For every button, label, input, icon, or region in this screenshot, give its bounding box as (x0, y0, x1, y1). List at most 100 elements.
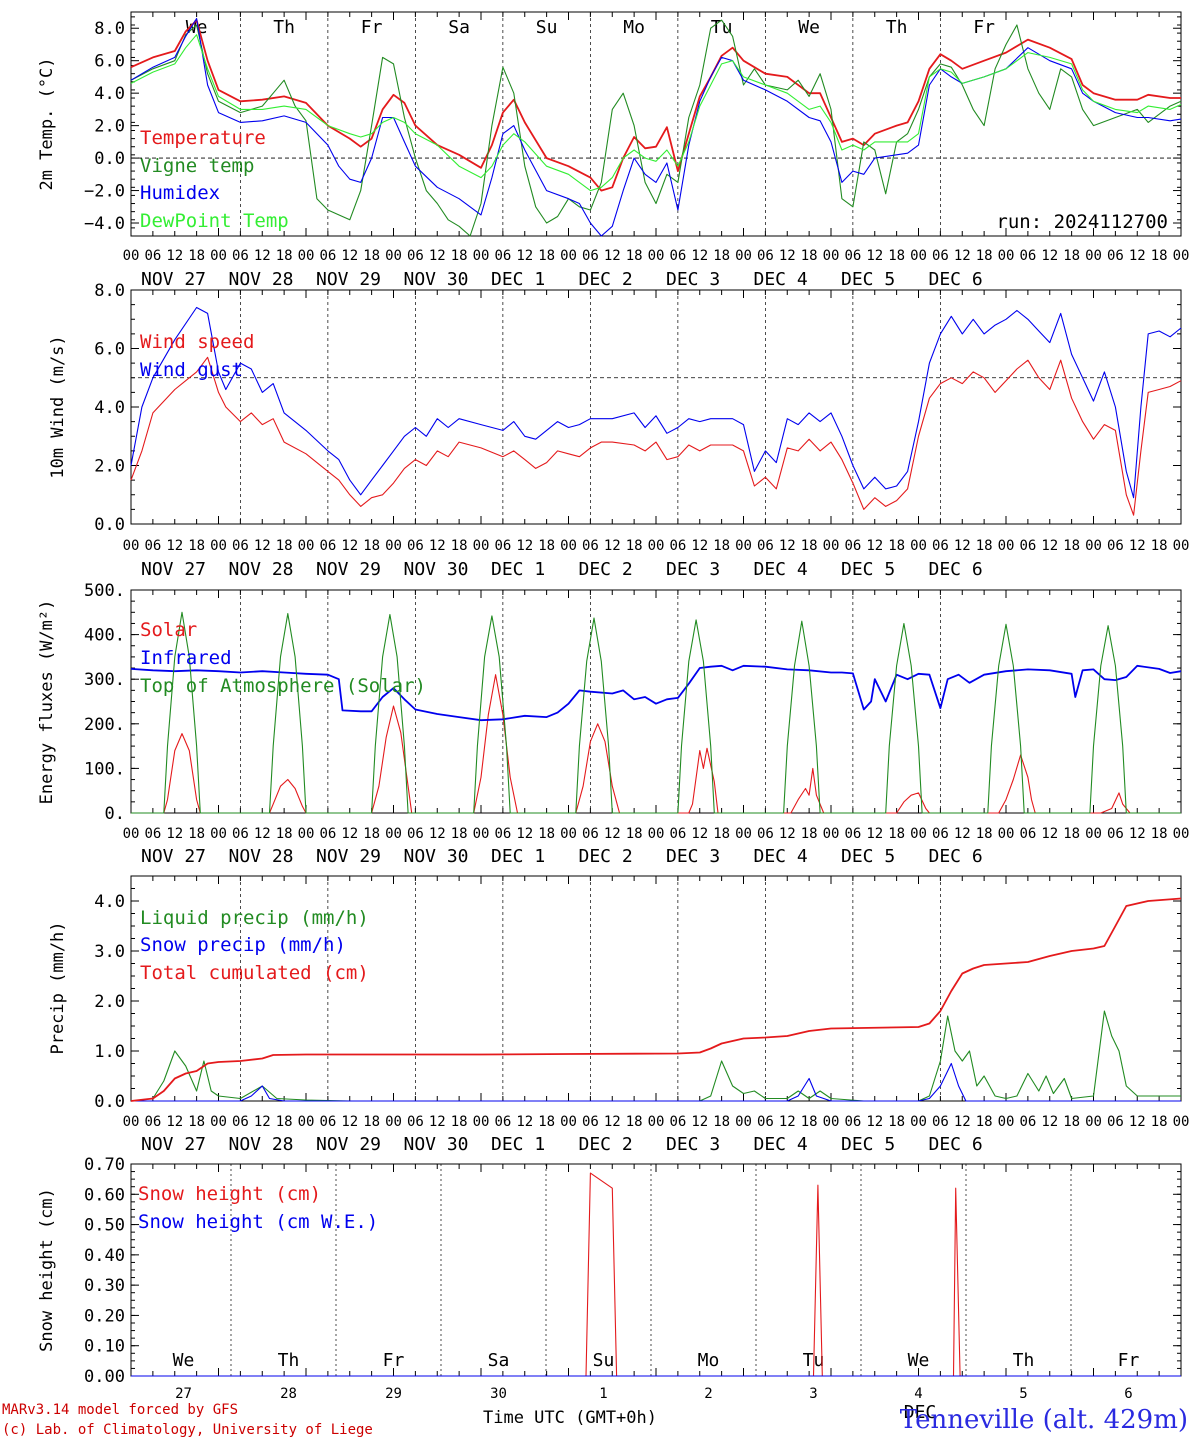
date-label: NOV 30 (404, 559, 469, 580)
x-tick-label: 06 (932, 826, 949, 842)
precip-date-labels: NOV 27 NOV 28 NOV 29 NOV 30 DEC 1 DEC 2 DEC 3 D… (141, 1134, 983, 1155)
x-tick-label: 00 (735, 538, 752, 554)
y-tick-label: 300. (84, 670, 125, 690)
temperature-date-labels: NOV 27 NOV 28 NOV 29 NOV 30 DEC 1 DEC 2 DEC 3 D… (141, 269, 983, 290)
x-tick-label: 00 (123, 826, 140, 842)
x-tick-label: 06 (844, 248, 861, 264)
series-line-total-cumulated-cm (130, 897, 1182, 1102)
x-tick-label: 18 (713, 248, 730, 264)
x-tick-label: 00 (998, 248, 1015, 264)
x-tick-label: 18 (451, 538, 468, 554)
x-tick-label: 18 (538, 248, 555, 264)
station-overlap-label: DEC (904, 1402, 937, 1423)
snow-x-ticks (130, 1164, 1182, 1376)
x-tick-label: 06 (582, 1114, 599, 1130)
x-tick-label: 18 (976, 1114, 993, 1130)
x-tick-label: 12 (779, 248, 796, 264)
y-tick-label: −4.0 (84, 214, 125, 234)
precip-day-separators (240, 876, 941, 1101)
wind-y-ticks: 8.0 6.0 4.0 2.0 0.0 (94, 281, 1181, 535)
x-tick-label: 00 (735, 248, 752, 264)
x-tick-label: 12 (341, 248, 358, 264)
y-tick-label: 6.0 (94, 52, 125, 72)
date-label: DEC 4 (754, 269, 808, 290)
x-tick-label: 18 (801, 826, 818, 842)
x-tick-label: 06 (319, 1114, 336, 1130)
y-tick-label: 0.50 (84, 1216, 125, 1236)
day-number-label: 4 (914, 1386, 922, 1402)
weekday-label: Sa (448, 17, 470, 38)
x-tick-label: 00 (560, 826, 577, 842)
date-label: NOV 27 (141, 1134, 206, 1155)
model-credit: MARv3.14 model forced by GFS (2, 1402, 238, 1418)
x-tick-label: 12 (166, 538, 183, 554)
x-tick-label: 00 (560, 538, 577, 554)
date-label: DEC 3 (666, 1134, 720, 1155)
x-tick-label: 06 (1019, 1114, 1036, 1130)
x-tick-label: 12 (341, 826, 358, 842)
x-tick-label: 12 (604, 1114, 621, 1130)
x-tick-label: 00 (823, 538, 840, 554)
x-tick-label: 00 (1173, 248, 1190, 264)
x-tick-label: 12 (1129, 826, 1146, 842)
snow-weekday-labels: We Th Fr Sa Su Mo Tu We Th Fr (173, 1350, 1140, 1371)
x-tick-label: 12 (604, 248, 621, 264)
y-tick-label: 0.10 (84, 1337, 125, 1357)
x-tick-label: 18 (1063, 1114, 1080, 1130)
x-tick-label: 18 (188, 248, 205, 264)
weekday-label: Th (273, 17, 295, 38)
snow-series (131, 1172, 1181, 1377)
x-tick-label: 18 (713, 1114, 730, 1130)
x-tick-label: 00 (473, 538, 490, 554)
x-tick-label: 18 (276, 1114, 293, 1130)
x-tick-label: 00 (998, 538, 1015, 554)
date-label: NOV 28 (229, 1134, 294, 1155)
x-tick-label: 18 (188, 826, 205, 842)
snow-y-label: Snow height (cm) (37, 1188, 57, 1352)
legend-dewpoint-temp: DewPoint Temp (140, 210, 289, 232)
wind-y-label: 10m Wind (m/s) (48, 335, 68, 478)
wind-plot-frame (130, 289, 1182, 525)
x-tick-label: 00 (910, 538, 927, 554)
x-tick-label: 06 (1019, 826, 1036, 842)
date-label: NOV 30 (404, 846, 469, 867)
x-tick-label: 00 (648, 826, 665, 842)
date-label: DEC 6 (929, 846, 983, 867)
weekday-label: Fr (361, 17, 383, 38)
x-tick-label: 06 (407, 826, 424, 842)
x-tick-label: 12 (429, 248, 446, 264)
date-label: DEC 6 (929, 269, 983, 290)
x-tick-label: 00 (123, 538, 140, 554)
x-tick-label: 18 (888, 538, 905, 554)
energy-y-label: Energy fluxes (W/m²) (37, 600, 57, 805)
x-tick-label: 06 (319, 248, 336, 264)
x-tick-label: 06 (319, 538, 336, 554)
x-tick-label: 12 (341, 1114, 358, 1130)
x-tick-label: 06 (407, 538, 424, 554)
x-tick-label: 00 (910, 248, 927, 264)
series-line-infrared (130, 664, 1182, 722)
x-tick-label: 00 (473, 826, 490, 842)
day-number-label: 3 (809, 1386, 817, 1402)
x-tick-label: 00 (385, 826, 402, 842)
y-tick-label: −2.0 (84, 182, 125, 202)
run-annotation: run: 2024112700 (996, 211, 1168, 233)
x-tick-label: 12 (866, 826, 883, 842)
x-tick-label: 18 (888, 248, 905, 264)
x-tick-label: 06 (407, 248, 424, 264)
x-tick-label: 00 (123, 248, 140, 264)
weekday-label: Th (886, 17, 908, 38)
x-tick-label: 12 (429, 826, 446, 842)
x-tick-label: 12 (866, 538, 883, 554)
x-tick-label: 18 (1063, 826, 1080, 842)
date-label: DEC 5 (841, 846, 895, 867)
y-tick-label: 0.0 (94, 149, 125, 169)
legend-temperature: Temperature (140, 127, 266, 149)
x-tick-label: 06 (844, 1114, 861, 1130)
date-label: DEC 4 (754, 846, 808, 867)
weekday-label: Mo (698, 1350, 720, 1371)
series-line-liquid-precip-mm-h (130, 1010, 1181, 1102)
x-tick-label: 18 (1151, 1114, 1168, 1130)
precip-panel: Precip (mm/h) 4.03.02.01.00.0 00 06 12 18 00… (48, 875, 1189, 1155)
x-tick-label: 06 (407, 1114, 424, 1130)
